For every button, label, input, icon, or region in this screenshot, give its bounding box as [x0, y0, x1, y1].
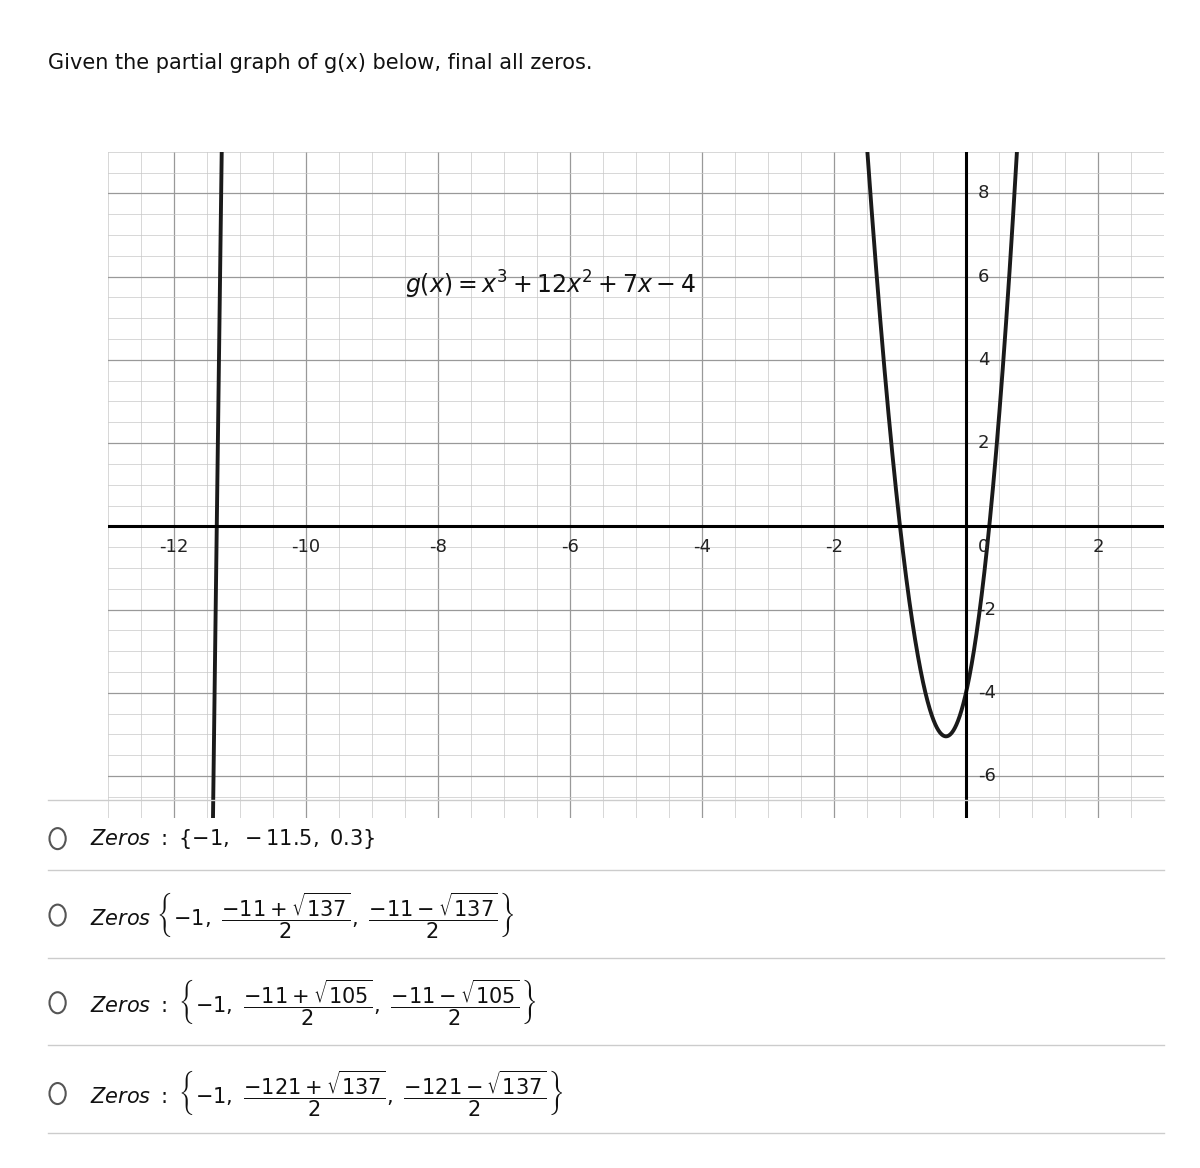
Text: -6: -6: [978, 767, 996, 785]
Text: 8: 8: [978, 185, 989, 202]
Text: $g(x) = x^3 + 12x^2 + 7x - 4$: $g(x) = x^3 + 12x^2 + 7x - 4$: [406, 269, 696, 301]
Text: -8: -8: [430, 538, 446, 556]
Text: -4: -4: [694, 538, 710, 556]
Text: -2: -2: [978, 600, 996, 619]
Text: -4: -4: [978, 683, 996, 702]
Text: 2: 2: [1092, 538, 1104, 556]
Text: -10: -10: [292, 538, 320, 556]
Text: $\mathit{Zeros}\ \left\{-1,\ \dfrac{-11+\sqrt{137}}{2},\ \dfrac{-11-\sqrt{137}}{: $\mathit{Zeros}\ \left\{-1,\ \dfrac{-11+…: [90, 890, 515, 940]
Text: $\mathit{Zeros}\ :\ \left\{-1,\ \dfrac{-121+\sqrt{137}}{2},\ \dfrac{-121-\sqrt{1: $\mathit{Zeros}\ :\ \left\{-1,\ \dfrac{-…: [90, 1069, 563, 1119]
Text: Given the partial graph of g(x) below, final all zeros.: Given the partial graph of g(x) below, f…: [48, 53, 593, 72]
Text: 0: 0: [978, 538, 989, 556]
Text: -6: -6: [562, 538, 578, 556]
Text: -2: -2: [826, 538, 842, 556]
Text: 2: 2: [978, 434, 989, 452]
Text: 6: 6: [978, 267, 989, 286]
Text: $\mathit{Zeros}\ :\ \{-1,\ -11.5,\ 0.3\}$: $\mathit{Zeros}\ :\ \{-1,\ -11.5,\ 0.3\}…: [90, 827, 376, 850]
Text: -12: -12: [160, 538, 188, 556]
Text: $\mathit{Zeros}\ :\ \left\{-1,\ \dfrac{-11+\sqrt{105}}{2},\ \dfrac{-11-\sqrt{105: $\mathit{Zeros}\ :\ \left\{-1,\ \dfrac{-…: [90, 978, 536, 1028]
Text: 4: 4: [978, 350, 989, 369]
